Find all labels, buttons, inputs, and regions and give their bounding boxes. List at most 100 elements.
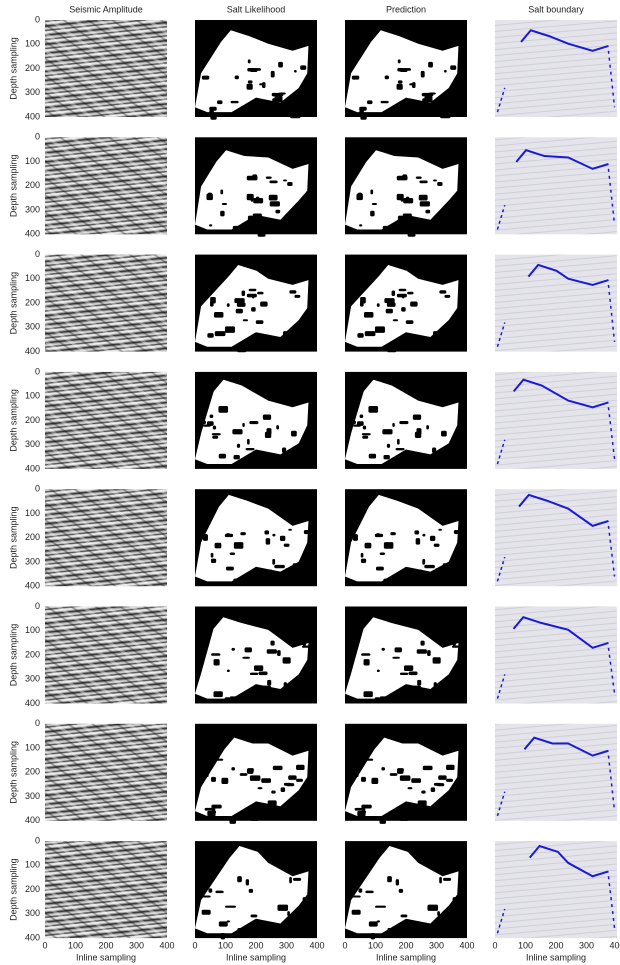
mask-hole bbox=[359, 414, 364, 419]
mask-hole bbox=[421, 790, 426, 794]
x-tick-label: 0 bbox=[42, 940, 47, 950]
mask-hole bbox=[381, 767, 386, 771]
mask-hole bbox=[260, 685, 271, 692]
mask-hole bbox=[262, 414, 272, 420]
y-tick-label: 200 bbox=[25, 884, 40, 894]
y-axis-label: Depth sampling bbox=[8, 506, 18, 569]
mask-hole bbox=[278, 575, 287, 578]
mask-hole bbox=[428, 575, 437, 578]
y-tick-label: 0 bbox=[35, 484, 40, 494]
mask-hole bbox=[398, 888, 404, 893]
mask-hole bbox=[201, 75, 210, 80]
mask-hole bbox=[352, 895, 361, 898]
mask-hole bbox=[425, 692, 431, 699]
mask-hole bbox=[446, 764, 455, 771]
mask-hole bbox=[256, 221, 267, 224]
mask-hole bbox=[379, 817, 386, 824]
mask-hole bbox=[392, 422, 395, 428]
mask-hole bbox=[437, 911, 440, 917]
mask-hole bbox=[294, 69, 297, 73]
mask-hole bbox=[237, 347, 247, 353]
y-tick-label: 400 bbox=[25, 581, 40, 591]
mask-hole bbox=[357, 333, 364, 338]
mask-hole bbox=[403, 665, 414, 671]
mask-hole bbox=[356, 193, 363, 201]
mask-hole bbox=[234, 298, 245, 304]
mask-hole bbox=[249, 814, 259, 821]
mask-hole bbox=[364, 331, 376, 337]
mask-hole bbox=[286, 783, 295, 787]
x-tick-label: 0 bbox=[492, 940, 497, 950]
mask-hole bbox=[271, 790, 276, 794]
mask-hole bbox=[411, 778, 422, 783]
mask-hole bbox=[370, 189, 374, 195]
mask-hole bbox=[289, 928, 299, 935]
mask-hole bbox=[436, 783, 445, 787]
y-tick-label: 300 bbox=[25, 556, 40, 566]
mask-hole bbox=[424, 564, 435, 569]
mask-hole bbox=[398, 930, 407, 934]
mask-hole bbox=[427, 650, 431, 656]
mask-hole bbox=[231, 767, 236, 771]
mask-hole bbox=[371, 202, 377, 206]
mask-hole bbox=[300, 202, 304, 207]
mask-hole bbox=[412, 82, 416, 88]
mask-hole bbox=[264, 530, 270, 535]
y-tick-label: 100 bbox=[25, 860, 40, 870]
mask-hole bbox=[374, 326, 385, 333]
mask-hole bbox=[403, 197, 414, 204]
mask-hole bbox=[249, 775, 261, 781]
mask-hole bbox=[229, 552, 236, 555]
mask-hole bbox=[399, 814, 409, 821]
mask-hole bbox=[380, 100, 389, 104]
mask-hole bbox=[237, 927, 247, 932]
mask-hole bbox=[277, 650, 281, 656]
y-tick-label: 300 bbox=[25, 674, 40, 684]
mask-hole bbox=[214, 542, 222, 549]
mask-hole bbox=[220, 189, 224, 195]
mask-hole bbox=[428, 61, 433, 68]
column-title: Salt Likelihood bbox=[227, 4, 286, 14]
mask-hole bbox=[433, 543, 440, 547]
x-axis-label: Inline sampling bbox=[526, 952, 586, 962]
mask-hole bbox=[283, 682, 287, 688]
mask-hole bbox=[247, 59, 251, 64]
mask-hole bbox=[265, 176, 272, 179]
y-tick-label: 0 bbox=[35, 249, 40, 259]
mask-hole bbox=[443, 446, 449, 452]
mask-hole bbox=[269, 201, 280, 207]
mask-hole bbox=[248, 888, 254, 893]
mask-hole bbox=[450, 202, 454, 207]
mask-hole bbox=[361, 810, 366, 814]
mask-hole bbox=[418, 194, 428, 201]
salt-boundary-side bbox=[607, 755, 616, 812]
mask-hole bbox=[278, 92, 286, 95]
mask-hole bbox=[452, 699, 458, 702]
mask-hole bbox=[383, 542, 394, 549]
mask-hole bbox=[433, 331, 438, 336]
mask-hole bbox=[289, 451, 297, 458]
mask-hole bbox=[392, 319, 399, 322]
mask-hole bbox=[362, 425, 367, 430]
mask-hole bbox=[303, 900, 315, 906]
mask-hole bbox=[288, 528, 292, 531]
salt-mask bbox=[345, 264, 459, 347]
salt-boundary-side bbox=[496, 674, 506, 699]
mask-hole bbox=[417, 679, 422, 686]
y-tick-label: 400 bbox=[25, 698, 40, 708]
mask-hole bbox=[226, 920, 231, 923]
mask-hole bbox=[253, 665, 264, 671]
mask-hole bbox=[296, 764, 305, 771]
mask-hole bbox=[210, 297, 216, 304]
mask-hole bbox=[252, 294, 255, 299]
seismic-texture bbox=[45, 20, 167, 117]
mask-hole bbox=[260, 301, 268, 307]
mask-hole bbox=[407, 291, 414, 295]
salt-boundary bbox=[515, 149, 609, 170]
mask-hole bbox=[415, 176, 422, 179]
mask-hole bbox=[379, 552, 386, 555]
boundary-background bbox=[495, 137, 617, 235]
mask-hole bbox=[279, 344, 286, 351]
mask-hole bbox=[266, 649, 277, 654]
mask-hole bbox=[259, 572, 267, 576]
